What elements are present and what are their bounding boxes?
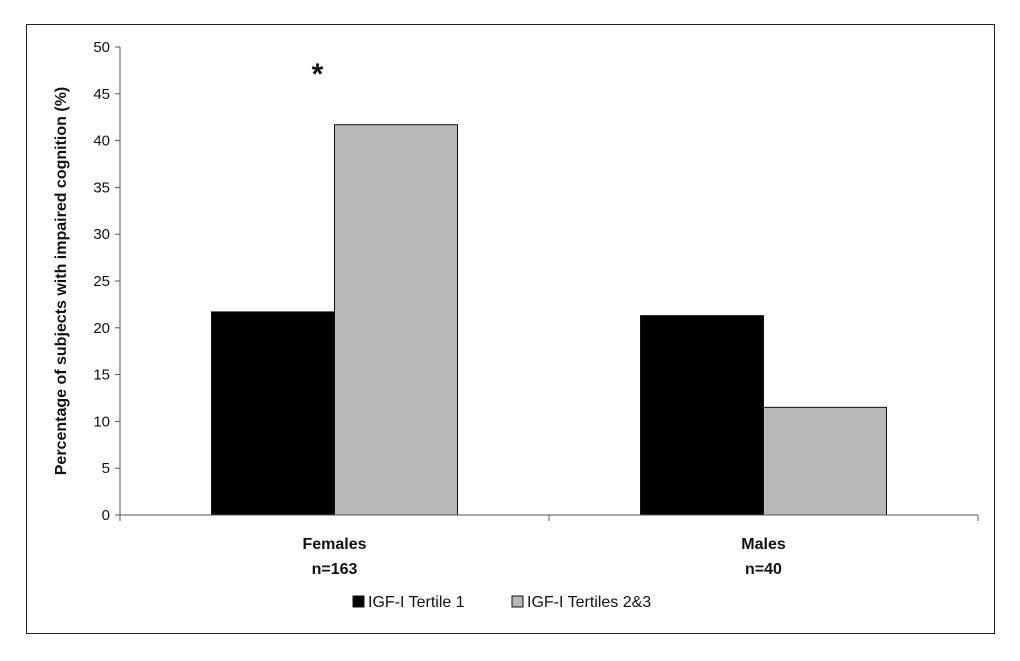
chart-frame xyxy=(26,24,995,634)
y-tick-label: 5 xyxy=(102,460,110,477)
y-tick-label: 50 xyxy=(93,39,110,56)
category-label: Males xyxy=(741,536,786,553)
category-sublabel: n=163 xyxy=(312,561,358,578)
y-tick-label: 10 xyxy=(93,413,110,430)
y-axis-title: Percentage of subjects with impaired cog… xyxy=(53,87,70,476)
legend-label: IGF-I Tertile 1 xyxy=(368,594,465,611)
y-tick-label: 15 xyxy=(93,367,110,384)
y-tick-label: 35 xyxy=(93,179,110,196)
y-tick-label: 25 xyxy=(93,273,110,290)
bar-females-series-2 xyxy=(334,124,458,516)
category-sublabel: n=40 xyxy=(745,561,782,578)
y-tick-label: 45 xyxy=(93,86,110,103)
category-label: Females xyxy=(302,536,366,553)
bar-males-series-1 xyxy=(640,315,764,516)
legend-label: IGF-I Tertiles 2&3 xyxy=(527,594,651,611)
significance-marker: * xyxy=(312,58,324,91)
bar-females-series-1 xyxy=(211,311,335,516)
y-tick-label: 0 xyxy=(102,507,110,524)
y-tick-label: 40 xyxy=(93,133,110,150)
bar-males-series-2 xyxy=(763,406,887,516)
legend-swatch xyxy=(511,595,524,608)
y-tick-label: 30 xyxy=(93,226,110,243)
y-tick-label: 20 xyxy=(93,320,110,337)
legend-swatch xyxy=(352,595,365,608)
